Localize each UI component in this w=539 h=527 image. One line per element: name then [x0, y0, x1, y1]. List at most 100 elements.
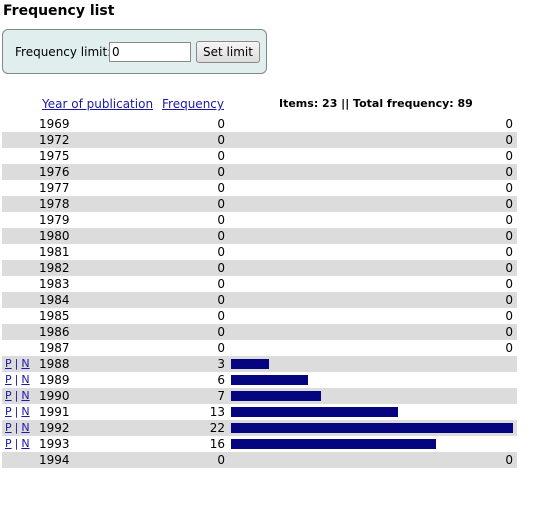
row-year: 1993	[39, 437, 70, 451]
table-row: P | N 1991 13	[2, 404, 517, 420]
row-frequency: 7	[217, 389, 225, 403]
row-bar-value: 0	[505, 197, 513, 211]
row-year: 1994	[39, 453, 70, 467]
row-bar-value: 0	[505, 325, 513, 339]
row-year: 1975	[39, 149, 70, 163]
positive-filter-link[interactable]: P	[5, 421, 12, 434]
frequency-table: 1969 0 0 1972 0 0 1975 0 0 1976 0 0 1977 0 0 1978 0 0 1979…	[2, 116, 517, 468]
row-year: 1990	[39, 389, 70, 403]
row-bar-value: 0	[505, 181, 513, 195]
row-frequency: 0	[217, 197, 225, 211]
row-bar-value: 0	[505, 245, 513, 259]
row-frequency: 0	[217, 293, 225, 307]
frequency-limit-form: Frequency limit: Set limit	[2, 29, 267, 74]
row-bar-value: 0	[505, 133, 513, 147]
page-title: Frequency list	[3, 3, 115, 19]
row-year: 1972	[39, 133, 70, 147]
negative-filter-link[interactable]: N	[21, 357, 30, 370]
items-summary: Items: 23 || Total frequency: 89	[279, 97, 473, 110]
row-year: 1991	[39, 405, 70, 419]
table-row: 1975 0 0	[2, 148, 517, 164]
frequency-limit-input[interactable]	[109, 42, 191, 62]
row-bar-value: 0	[505, 341, 513, 355]
row-year: 1988	[39, 357, 70, 371]
table-row: 1985 0 0	[2, 308, 517, 324]
table-row: 1986 0 0	[2, 324, 517, 340]
row-pn-links: P | N	[5, 420, 30, 436]
row-bar-value: 0	[505, 117, 513, 131]
row-frequency: 0	[217, 453, 225, 467]
table-row: 1994 0 0	[2, 452, 517, 468]
positive-filter-link[interactable]: P	[5, 405, 12, 418]
frequency-bar	[231, 375, 308, 385]
year-of-publication-sort-link[interactable]: Year of publication	[42, 97, 154, 111]
row-frequency: 0	[217, 149, 225, 163]
table-row: 1977 0 0	[2, 180, 517, 196]
row-pn-links: P | N	[5, 388, 30, 404]
row-year: 1980	[39, 229, 70, 243]
row-year: 1978	[39, 197, 70, 211]
row-pn-links: P | N	[5, 372, 30, 388]
link-separator: |	[14, 405, 19, 418]
row-bar-value: 0	[505, 213, 513, 227]
row-frequency: 0	[217, 165, 225, 179]
frequency-bar	[231, 391, 321, 401]
table-row: P | N 1992 22	[2, 420, 517, 436]
row-frequency: 6	[217, 373, 225, 387]
table-row: 1978 0 0	[2, 196, 517, 212]
row-year: 1992	[39, 421, 70, 435]
link-separator: |	[14, 373, 19, 386]
row-frequency: 22	[209, 421, 225, 435]
row-bar-value: 0	[505, 165, 513, 179]
row-year: 1977	[39, 181, 70, 195]
table-header: Year of publication Frequency Items: 23 …	[0, 97, 539, 113]
row-frequency: 13	[209, 405, 225, 419]
set-limit-button[interactable]: Set limit	[196, 41, 260, 63]
row-bar-value: 0	[505, 229, 513, 243]
row-year: 1969	[39, 117, 70, 131]
frequency-bar	[231, 359, 269, 369]
table-row: 1972 0 0	[2, 132, 517, 148]
row-bar-value: 0	[505, 309, 513, 323]
row-bar-value: 0	[505, 277, 513, 291]
frequency-bar	[231, 407, 398, 417]
link-separator: |	[14, 421, 19, 434]
frequency-limit-label: Frequency limit:	[15, 45, 112, 59]
row-bar-value: 0	[505, 453, 513, 467]
negative-filter-link[interactable]: N	[21, 405, 30, 418]
table-row: 1987 0 0	[2, 340, 517, 356]
row-frequency: 0	[217, 133, 225, 147]
row-pn-links: P | N	[5, 436, 30, 452]
positive-filter-link[interactable]: P	[5, 437, 12, 450]
row-frequency: 0	[217, 181, 225, 195]
negative-filter-link[interactable]: N	[21, 437, 30, 450]
positive-filter-link[interactable]: P	[5, 373, 12, 386]
negative-filter-link[interactable]: N	[21, 389, 30, 402]
row-bar-value: 0	[505, 261, 513, 275]
table-row: P | N 1988 3	[2, 356, 517, 372]
frequency-sort-link[interactable]: Frequency	[162, 97, 224, 111]
row-frequency: 0	[217, 213, 225, 227]
row-year: 1976	[39, 165, 70, 179]
negative-filter-link[interactable]: N	[21, 373, 30, 386]
table-row: P | N 1990 7	[2, 388, 517, 404]
table-row: P | N 1989 6	[2, 372, 517, 388]
row-year: 1979	[39, 213, 70, 227]
table-row: 1983 0 0	[2, 276, 517, 292]
frequency-bar	[231, 439, 436, 449]
table-row: 1984 0 0	[2, 292, 517, 308]
positive-filter-link[interactable]: P	[5, 389, 12, 402]
table-row: 1981 0 0	[2, 244, 517, 260]
positive-filter-link[interactable]: P	[5, 357, 12, 370]
row-frequency: 3	[217, 357, 225, 371]
row-pn-links: P | N	[5, 356, 30, 372]
row-pn-links: P | N	[5, 404, 30, 420]
negative-filter-link[interactable]: N	[21, 421, 30, 434]
row-frequency: 16	[209, 437, 225, 451]
frequency-bar	[231, 423, 513, 433]
row-year: 1989	[39, 373, 70, 387]
row-frequency: 0	[217, 245, 225, 259]
row-year: 1987	[39, 341, 70, 355]
row-bar-value: 0	[505, 293, 513, 307]
row-year: 1981	[39, 245, 70, 259]
